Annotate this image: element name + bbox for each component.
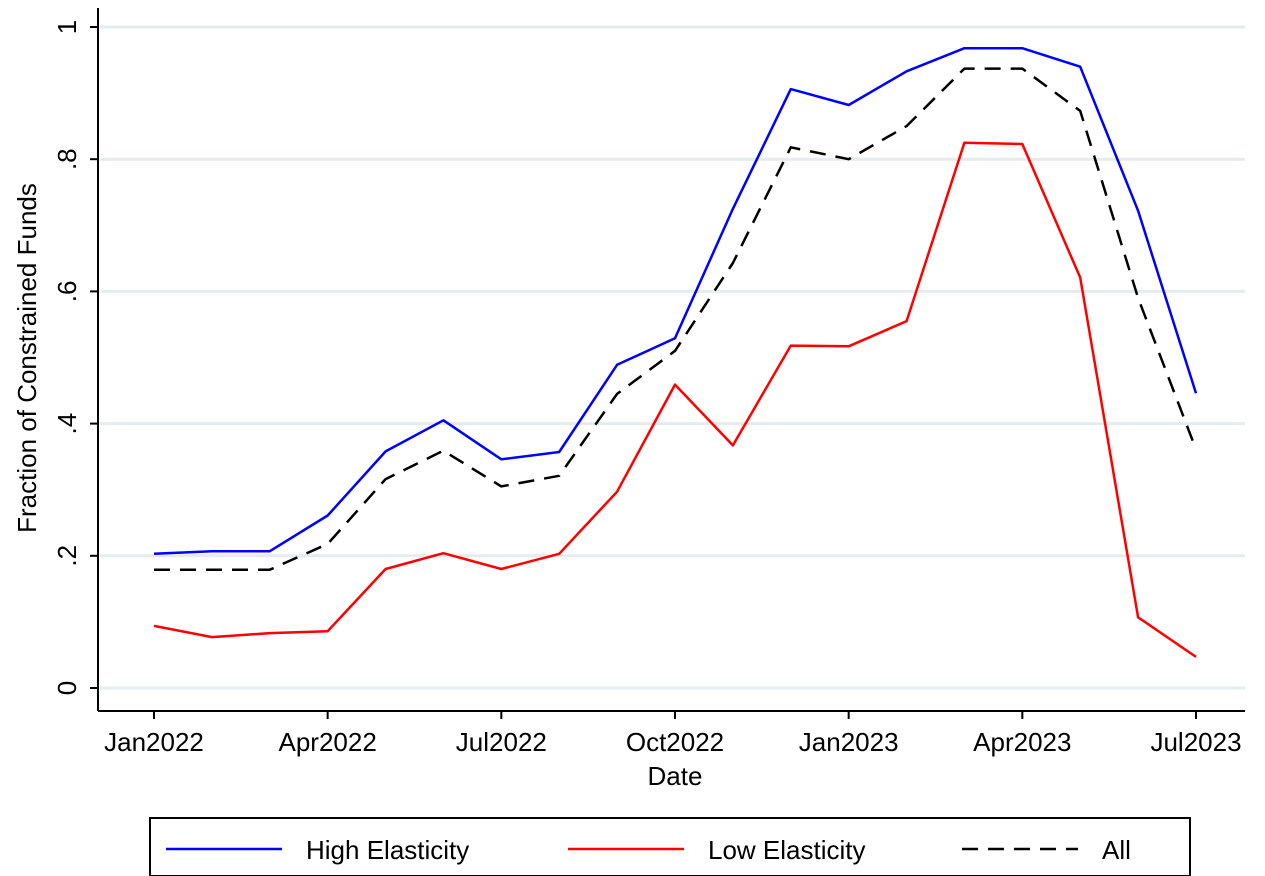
y-tick-label: .6 [52,281,82,303]
legend: High Elasticity Low Elasticity All [149,817,1191,876]
x-tick-label: Oct2022 [626,727,724,757]
x-tick-label: Jul2022 [456,727,547,757]
y-tick-label: 1 [52,20,82,34]
x-tick-label: Apr2022 [279,727,377,757]
y-tick-label: .2 [52,545,82,567]
x-tick-label: Apr2023 [973,727,1071,757]
y-tick-label: .4 [52,413,82,435]
axes [90,8,1245,719]
series-line-high-elasticity [153,46,1198,556]
tick-labels: 0 .2 .4 .6 .8 1 Jan2022 Apr2022 Jul2022 Oct2022 Ja… [52,20,1242,757]
legend-label-all: All [1102,835,1131,865]
x-tick-label: Jan2022 [104,727,204,757]
x-axis-title: Date [648,761,703,791]
y-axis-title: Fraction of Constrained Funds [12,183,42,533]
x-tick-label: Jan2023 [799,727,899,757]
y-tick-label: 0 [52,681,82,695]
x-tick-label: Jul2023 [1150,727,1241,757]
series-lines [153,46,1198,658]
series-line-all [154,67,1198,571]
y-tick-label: .8 [52,148,82,170]
gridlines [100,25,1245,690]
series-line-low-elasticity [153,141,1197,658]
legend-label-high-elasticity: High Elasticity [306,835,469,865]
legend-frame [149,817,1191,876]
legend-label-low-elasticity: Low Elasticity [708,835,866,865]
